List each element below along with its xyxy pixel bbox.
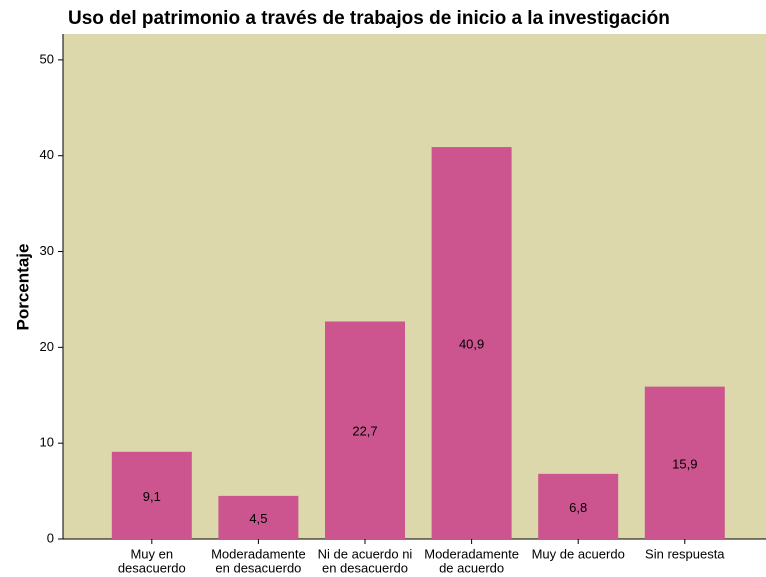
x-tick-label: en desacuerdo [322, 560, 408, 575]
x-tick-label: de acuerdo [439, 560, 504, 575]
x-tick-label: Ni de acuerdo ni [318, 546, 413, 561]
bar [218, 495, 299, 539]
value-label: 6,8 [569, 500, 587, 515]
y-axis-label: Porcentaje [13, 244, 32, 331]
y-tick-label: 10 [40, 435, 54, 450]
value-label: 4,5 [249, 511, 267, 526]
bar [431, 147, 512, 539]
value-label: 9,1 [143, 489, 161, 504]
bar [538, 473, 619, 539]
value-label: 15,9 [672, 456, 697, 471]
x-tick-label: desacuerdo [118, 560, 186, 575]
y-tick-label: 30 [40, 243, 54, 258]
value-label: 22,7 [352, 424, 377, 439]
x-tick-label: Moderadamente [211, 546, 306, 561]
y-tick-label: 20 [40, 339, 54, 354]
bar [111, 451, 192, 539]
x-tick-label: Moderadamente [424, 546, 519, 561]
x-tick-label: en desacuerdo [215, 560, 301, 575]
x-tick-label: Sin respuesta [645, 546, 725, 561]
bar [325, 321, 405, 539]
x-tick-label: Muy de acuerdo [532, 546, 625, 561]
y-tick-label: 0 [47, 530, 54, 545]
value-label: 40,9 [459, 336, 484, 351]
bar [644, 386, 725, 539]
y-tick-label: 40 [40, 147, 54, 162]
y-tick-label: 50 [40, 51, 54, 66]
x-tick-label: Muy en [130, 546, 173, 561]
chart-title: Uso del patrimonio a través de trabajos … [68, 8, 670, 29]
